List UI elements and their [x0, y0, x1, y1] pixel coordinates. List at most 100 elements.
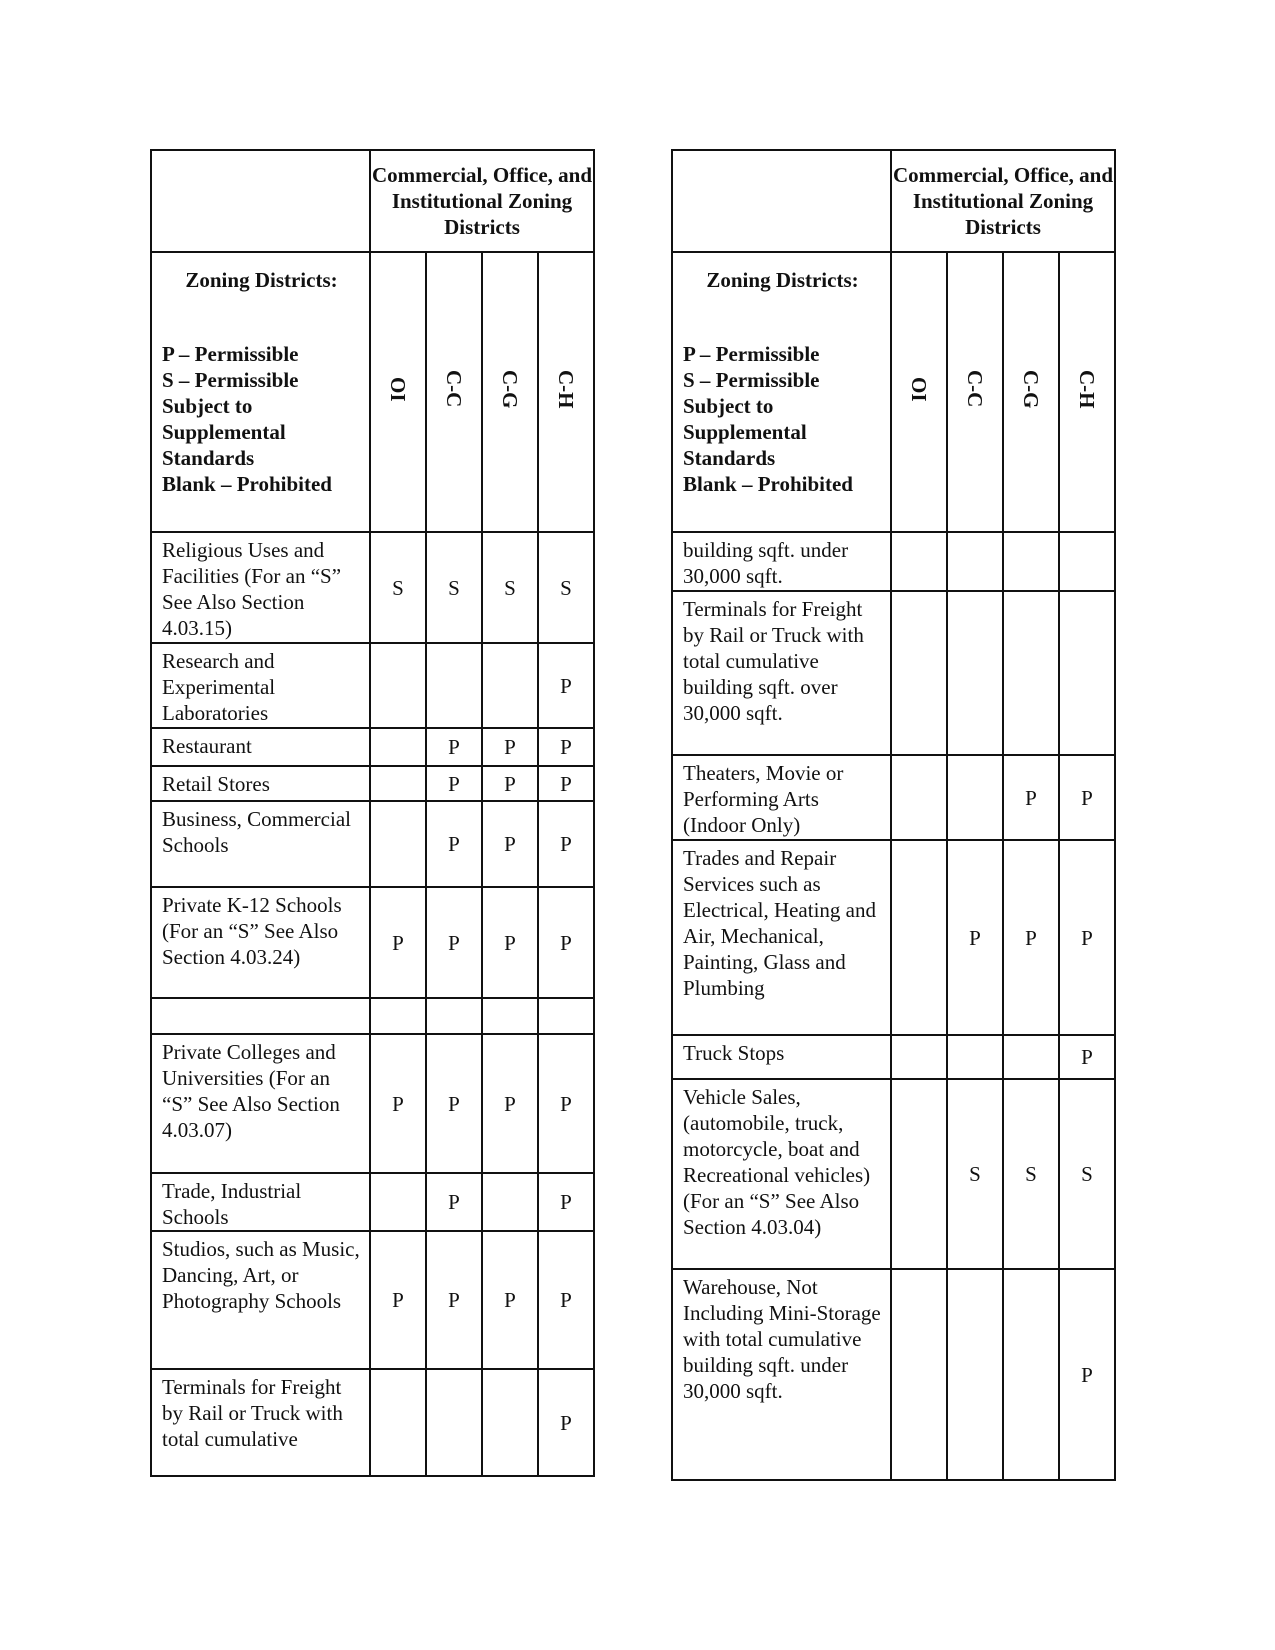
column-header: C-G — [481, 251, 539, 533]
row: Retail Stores P P P — [150, 765, 595, 802]
value-cell — [890, 1268, 948, 1481]
value-cell — [481, 997, 539, 1035]
value-cell — [1002, 590, 1060, 756]
value-cell — [369, 997, 427, 1035]
value-cell: P — [537, 642, 595, 729]
legend-item: S – Permissible Subject to Supplemental … — [683, 368, 820, 470]
value-cell: P — [946, 839, 1004, 1036]
legend-cell: Zoning Districts: P – Permissible S – Perm… — [150, 251, 371, 533]
legend-row: Zoning Districts: P – Permissible S – Perm… — [671, 251, 1116, 533]
value-cell — [425, 1368, 483, 1477]
row — [150, 997, 595, 1035]
value-cell: P — [425, 727, 483, 767]
value-cell — [946, 1268, 1004, 1481]
value-cell: P — [537, 1368, 595, 1477]
value-cell: P — [1002, 839, 1060, 1036]
group-header: Commercial, Office, and Institutional Zo… — [890, 149, 1116, 253]
value-cell: S — [1058, 1078, 1116, 1270]
use-cell: Warehouse, Not Including Mini-Storage wi… — [671, 1268, 892, 1481]
header-row: Commercial, Office, and Institutional Zo… — [150, 149, 595, 253]
row: Religious Uses and Facilities (For an “S… — [150, 531, 595, 644]
row: Business, Commercial Schools P P P — [150, 800, 595, 888]
use-cell: Research and Experimental Laboratories — [150, 642, 371, 729]
value-cell: P — [369, 1230, 427, 1370]
value-cell: P — [369, 1033, 427, 1174]
column-label: OI — [386, 376, 410, 402]
value-cell — [369, 765, 427, 802]
column-label: C-C — [963, 370, 987, 408]
column-label: C-C — [442, 370, 466, 408]
use-cell — [150, 997, 371, 1035]
use-cell: Trades and Repair Services such as Elect… — [671, 839, 892, 1036]
column-header: OI — [369, 251, 427, 533]
value-cell: P — [537, 1033, 595, 1174]
use-cell: building sqft. under 30,000 sqft. — [671, 531, 892, 592]
column-header: C-H — [537, 251, 595, 533]
value-cell: P — [1002, 754, 1060, 841]
value-cell — [890, 531, 948, 592]
value-cell — [890, 1034, 948, 1080]
value-cell: P — [537, 765, 595, 802]
value-cell — [1058, 531, 1116, 592]
column-label: OI — [907, 376, 931, 402]
value-cell — [1058, 590, 1116, 756]
column-header: OI — [890, 251, 948, 533]
row: Vehicle Sales, (automobile, truck, motor… — [671, 1078, 1116, 1270]
value-cell — [1002, 531, 1060, 592]
legend-cell: Zoning Districts: P – Permissible S – Perm… — [671, 251, 892, 533]
row: Truck Stops P — [671, 1034, 1116, 1080]
row: Research and Experimental Laboratories P — [150, 642, 595, 729]
row: Restaurant P P P — [150, 727, 595, 767]
legend-item: Blank – Prohibited — [162, 472, 332, 496]
row: Theaters, Movie or Performing Arts (Indo… — [671, 754, 1116, 841]
value-cell: P — [1058, 754, 1116, 841]
value-cell — [481, 642, 539, 729]
value-cell — [890, 754, 948, 841]
zoning-table: Commercial, Office, and Institutional Zo… — [671, 149, 1116, 1481]
column-label: C-G — [498, 369, 522, 409]
header-row: Commercial, Office, and Institutional Zo… — [671, 149, 1116, 253]
value-cell — [425, 642, 483, 729]
use-cell: Business, Commercial Schools — [150, 800, 371, 888]
value-cell: P — [481, 1033, 539, 1174]
use-cell: Private Colleges and Universities (For a… — [150, 1033, 371, 1174]
use-cell: Religious Uses and Facilities (For an “S… — [150, 531, 371, 644]
use-cell: Restaurant — [150, 727, 371, 767]
column-label: C-H — [1075, 369, 1099, 409]
value-cell — [1002, 1034, 1060, 1080]
column-header: C-C — [946, 251, 1004, 533]
row: Private K-12 Schools (For an “S” See Als… — [150, 886, 595, 999]
use-cell: Retail Stores — [150, 765, 371, 802]
value-cell: P — [537, 1172, 595, 1232]
value-cell — [369, 800, 427, 888]
use-cell: Terminals for Freight by Rail or Truck w… — [671, 590, 892, 756]
value-cell — [890, 839, 948, 1036]
value-cell: P — [537, 800, 595, 888]
use-cell: Theaters, Movie or Performing Arts (Indo… — [671, 754, 892, 841]
value-cell — [425, 997, 483, 1035]
use-cell: Terminals for Freight by Rail or Truck w… — [150, 1368, 371, 1477]
value-cell — [946, 590, 1004, 756]
value-cell: S — [946, 1078, 1004, 1270]
value-cell: P — [481, 1230, 539, 1370]
value-cell: P — [481, 765, 539, 802]
value-cell: P — [425, 1230, 483, 1370]
zoning-table: Commercial, Office, and Institutional Zo… — [150, 149, 595, 1477]
row: building sqft. under 30,000 sqft. — [671, 531, 1116, 592]
use-cell: Trade, Industrial Schools — [150, 1172, 371, 1232]
value-cell: P — [1058, 1268, 1116, 1481]
value-cell: S — [1002, 1078, 1060, 1270]
value-cell: P — [1058, 1034, 1116, 1080]
use-cell: Private K-12 Schools (For an “S” See Als… — [150, 886, 371, 999]
use-cell: Studios, such as Music, Dancing, Art, or… — [150, 1230, 371, 1370]
legend-item: Blank – Prohibited — [683, 472, 853, 496]
value-cell: S — [369, 531, 427, 644]
legend-row: Zoning Districts: P – Permissible S – Perm… — [150, 251, 595, 533]
value-cell: P — [537, 886, 595, 999]
value-cell — [369, 642, 427, 729]
empty-cell — [671, 149, 892, 253]
legend-title: Zoning Districts: — [185, 268, 338, 292]
row: Terminals for Freight by Rail or Truck w… — [671, 590, 1116, 756]
value-cell — [481, 1368, 539, 1477]
value-cell: S — [481, 531, 539, 644]
